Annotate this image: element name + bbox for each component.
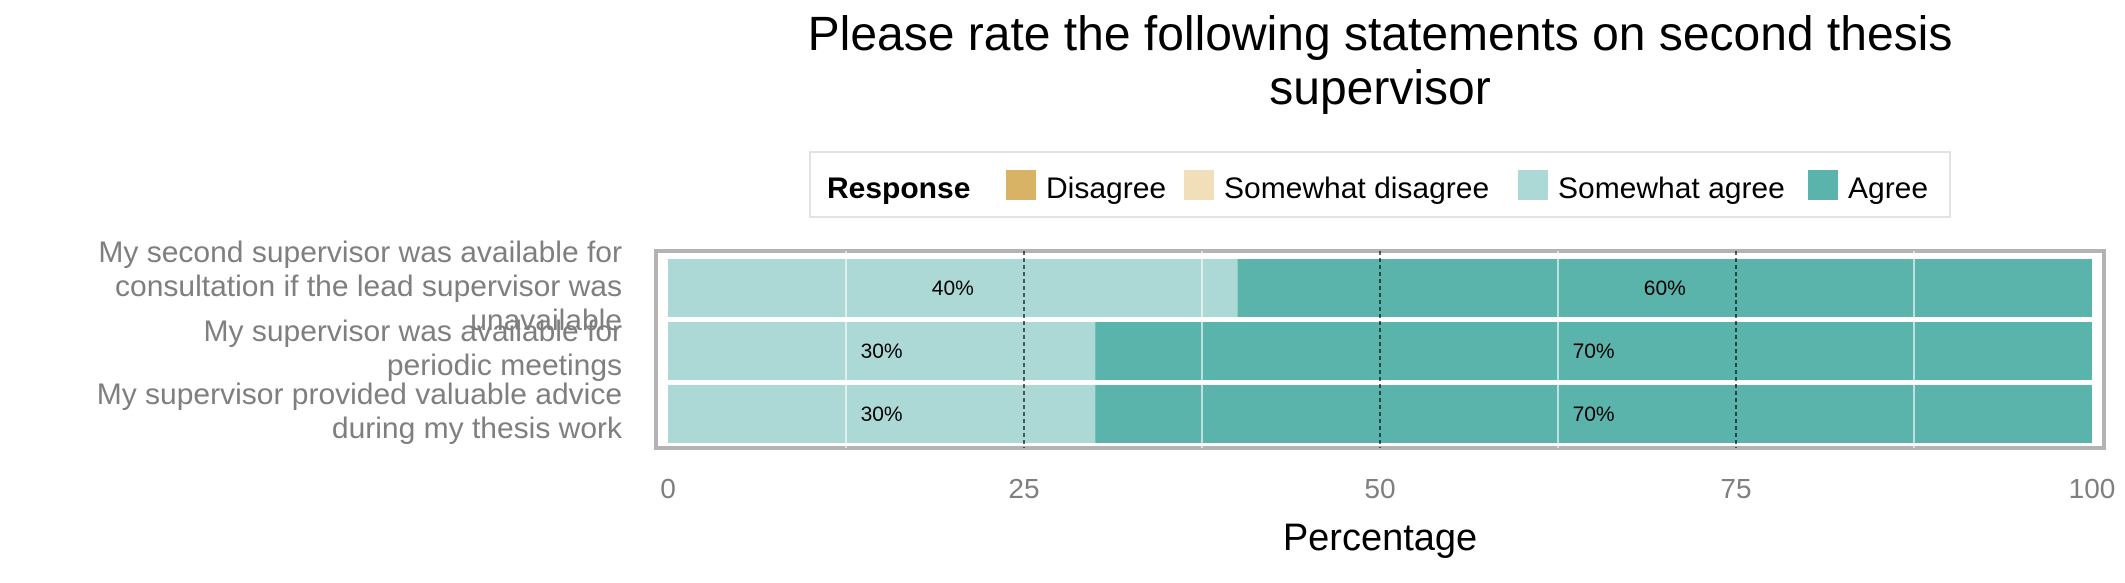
data-label-agree-2: 70% — [1573, 340, 1615, 363]
legend-label-somewhat-agree: Somewhat agree — [1558, 172, 1785, 205]
legend-title: Response — [827, 172, 970, 205]
legend-swatch-somewhat-disagree — [1184, 170, 1214, 200]
x-axis-ticks: 0 25 50 75 100 — [660, 473, 2115, 504]
category-label-1-line-2: consultation if the lead supervisor was — [115, 270, 622, 303]
x-tick-label-25: 25 — [1008, 473, 1039, 504]
legend-swatch-disagree — [1006, 170, 1036, 200]
category-label-1-line-3: unavailable — [470, 304, 622, 337]
x-tick-label-50: 50 — [1364, 473, 1395, 504]
data-label-agree-3: 70% — [1573, 403, 1615, 426]
legend-swatch-somewhat-agree — [1518, 170, 1548, 200]
legend-label-agree: Agree — [1848, 172, 1928, 205]
plot-area: 40% 60% 30% 70% 30% 70% — [654, 249, 2106, 450]
x-axis-title: Percentage — [1283, 517, 1477, 559]
legend: Response Disagree Somewhat disagree Somewh… — [809, 151, 1951, 218]
bar-agree-2 — [1095, 322, 2092, 380]
data-label-somewhat-agree-1: 40% — [932, 277, 974, 300]
data-label-somewhat-agree-3: 30% — [861, 403, 903, 426]
data-label-agree-1: 60% — [1644, 277, 1686, 300]
chart-title-line-2: supervisor — [1269, 62, 1490, 115]
x-tick-label-0: 0 — [660, 473, 676, 504]
category-label-3-line-2: during my thesis work — [332, 412, 623, 445]
category-label-1-line-1: My second supervisor was available for — [98, 236, 622, 269]
x-tick-label-75: 75 — [1720, 473, 1751, 504]
chart-title-line-1: Please rate the following statements on … — [808, 8, 1953, 61]
legend-label-somewhat-disagree: Somewhat disagree — [1224, 172, 1489, 205]
category-label-2-line-2: periodic meetings — [387, 349, 622, 382]
category-labels: My second supervisor was available forco… — [97, 236, 623, 445]
bar-somewhat-agree-1 — [668, 259, 1238, 317]
category-label-3-line-1: My supervisor provided valuable advice — [97, 378, 622, 411]
legend-label-disagree: Disagree — [1046, 172, 1166, 205]
data-label-somewhat-agree-2: 30% — [861, 340, 903, 363]
x-tick-label-100: 100 — [2069, 473, 2116, 504]
category-label-2-line-1: My supervisor was available for — [204, 315, 623, 348]
bar-agree-3 — [1095, 385, 2092, 443]
legend-swatch-agree — [1808, 170, 1838, 200]
legend-box — [809, 151, 1951, 218]
